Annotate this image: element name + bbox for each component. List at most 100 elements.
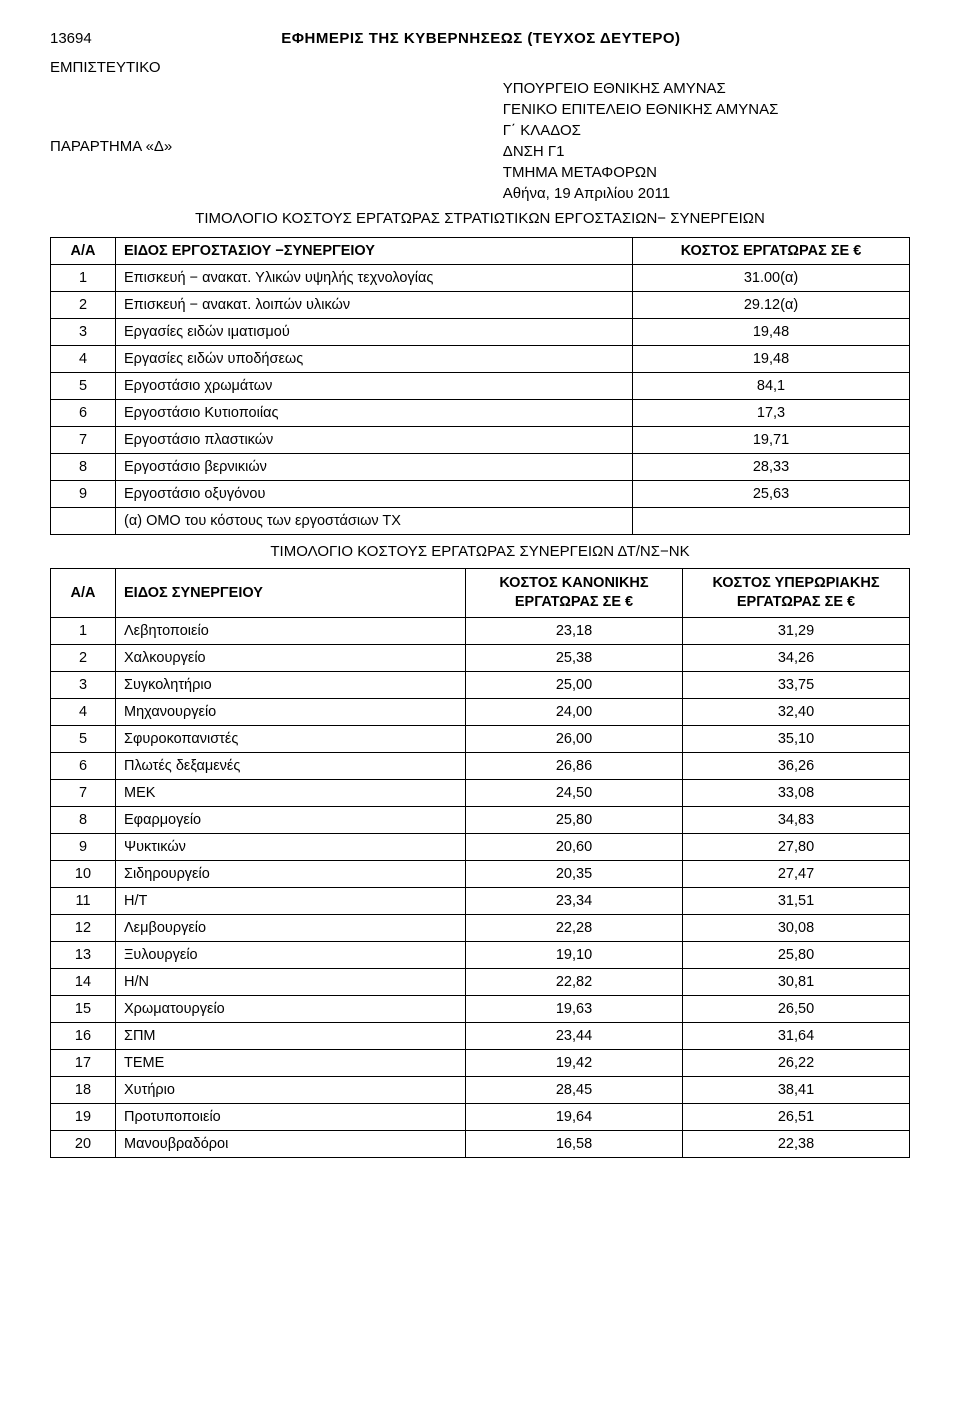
- cell-label: ΣΠΜ: [116, 1022, 466, 1049]
- table-row: 9Εργοστάσιο οξυγόνου25,63: [51, 481, 910, 508]
- table-row: 6Εργοστάσιο Κυτιοποιίας17,3: [51, 400, 910, 427]
- cell-cost-normal: 25,80: [466, 806, 683, 833]
- table-row: 12Λεμβουργείο22,2830,08: [51, 914, 910, 941]
- cell-label: Λεβητοποιείο: [116, 617, 466, 644]
- cell-aa: 6: [51, 752, 116, 779]
- table-row: 3Εργασίες ειδών ιματισμού19,48: [51, 319, 910, 346]
- table-row: 1Λεβητοποιείο23,1831,29: [51, 617, 910, 644]
- cell-cost-overtime: 34,83: [683, 806, 910, 833]
- ministry-line: ΤΜΗΜΑ ΜΕΤΑΦΟΡΩΝ: [503, 162, 910, 183]
- cell-cost-normal: 24,50: [466, 779, 683, 806]
- cell-label: Χυτήριο: [116, 1076, 466, 1103]
- cell-aa: 18: [51, 1076, 116, 1103]
- table2-col-overtime: ΚΟΣΤΟΣ ΥΠΕΡΩΡΙΑΚΗΣ ΕΡΓΑΤΩΡΑΣ ΣΕ €: [683, 569, 910, 618]
- cell-aa-empty: [51, 508, 116, 535]
- table1-col-aa: Α/Α: [51, 238, 116, 265]
- cell-aa: 20: [51, 1130, 116, 1157]
- cell-label: Εργασίες ειδών υποδήσεως: [116, 346, 633, 373]
- ministry-line: ΥΠΟΥΡΓΕΙΟ ΕΘΝΙΚΗΣ ΑΜΥΝΑΣ: [503, 78, 910, 99]
- cell-aa: 2: [51, 292, 116, 319]
- annex-label: ΠΑΡΑΡΤΗΜΑ «Δ»: [50, 138, 463, 155]
- cell-cost-empty: [633, 508, 910, 535]
- page: 13694 ΕΦΗΜΕΡΙΣ ΤΗΣ ΚΥΒΕΡΝΗΣΕΩΣ (ΤΕΥΧΟΣ Δ…: [0, 0, 960, 1411]
- cell-label: Η/Ν: [116, 968, 466, 995]
- ministry-line: ΓΕΝΙΚΟ ΕΠΙΤΕΛΕΙΟ ΕΘΝΙΚΗΣ ΑΜΥΝΑΣ: [503, 99, 910, 120]
- table-row: 14Η/Ν22,8230,81: [51, 968, 910, 995]
- cell-cost: 17,3: [633, 400, 910, 427]
- cell-label: Μηχανουργείο: [116, 698, 466, 725]
- cell-aa: 15: [51, 995, 116, 1022]
- cell-cost-normal: 23,18: [466, 617, 683, 644]
- cell-aa: 10: [51, 860, 116, 887]
- cell-aa: 2: [51, 644, 116, 671]
- cell-cost-normal: 16,58: [466, 1130, 683, 1157]
- table2-title: ΤΙΜΟΛΟΓΙΟ ΚΟΣΤΟΥΣ ΕΡΓΑΤΩΡΑΣ ΣΥΝΕΡΓΕΙΩΝ Δ…: [50, 543, 910, 560]
- cell-aa: 12: [51, 914, 116, 941]
- cell-cost-overtime: 38,41: [683, 1076, 910, 1103]
- table-row: 4Εργασίες ειδών υποδήσεως19,48: [51, 346, 910, 373]
- table-row: 7ΜΕΚ24,5033,08: [51, 779, 910, 806]
- cell-aa: 7: [51, 779, 116, 806]
- cell-aa: 19: [51, 1103, 116, 1130]
- cell-cost-normal: 19,10: [466, 941, 683, 968]
- cell-label: Σιδηρουργείο: [116, 860, 466, 887]
- ministry-date: Αθήνα, 19 Απριλίου 2011: [503, 183, 910, 204]
- cell-cost-overtime: 32,40: [683, 698, 910, 725]
- cell-label: Εργοστάσιο οξυγόνου: [116, 481, 633, 508]
- cell-cost: 28,33: [633, 454, 910, 481]
- cell-cost-overtime: 33,75: [683, 671, 910, 698]
- table-row: 2Χαλκουργείο25,3834,26: [51, 644, 910, 671]
- cell-aa: 1: [51, 265, 116, 292]
- cell-cost-overtime: 36,26: [683, 752, 910, 779]
- table-row: 9Ψυκτικών20,6027,80: [51, 833, 910, 860]
- table-row: 18Χυτήριο28,4538,41: [51, 1076, 910, 1103]
- letterhead-left: ΠΑΡΑΡΤΗΜΑ «Δ»: [50, 78, 463, 204]
- cell-label: Χαλκουργείο: [116, 644, 466, 671]
- cell-aa: 1: [51, 617, 116, 644]
- cell-cost: 25,63: [633, 481, 910, 508]
- table-row: 16ΣΠΜ23,4431,64: [51, 1022, 910, 1049]
- cell-cost-normal: 19,64: [466, 1103, 683, 1130]
- table1-col-kind: ΕΙΔΟΣ ΕΡΓΟΣΤΑΣΙΟΥ −ΣΥΝΕΡΓΕΙΟΥ: [116, 238, 633, 265]
- cell-aa: 3: [51, 319, 116, 346]
- table-row: 17ΤΕΜΕ19,4226,22: [51, 1049, 910, 1076]
- cell-cost-overtime: 25,80: [683, 941, 910, 968]
- cell-cost-normal: 20,35: [466, 860, 683, 887]
- cell-aa: 7: [51, 427, 116, 454]
- cell-label: Εργοστάσιο χρωμάτων: [116, 373, 633, 400]
- cell-cost-normal: 20,60: [466, 833, 683, 860]
- cell-cost-normal: 19,42: [466, 1049, 683, 1076]
- table-row: 8Εργοστάσιο βερνικιών28,33: [51, 454, 910, 481]
- cell-aa: 11: [51, 887, 116, 914]
- cell-cost-normal: 26,00: [466, 725, 683, 752]
- table-row: 10Σιδηρουργείο20,3527,47: [51, 860, 910, 887]
- cell-cost-overtime: 26,50: [683, 995, 910, 1022]
- cell-cost-overtime: 27,80: [683, 833, 910, 860]
- cell-cost-overtime: 31,64: [683, 1022, 910, 1049]
- cell-cost-overtime: 33,08: [683, 779, 910, 806]
- table-row: 13Ξυλουργείο19,1025,80: [51, 941, 910, 968]
- table2-col-over-l2: ΕΡΓΑΤΩΡΑΣ ΣΕ €: [737, 594, 855, 610]
- cell-cost-overtime: 34,26: [683, 644, 910, 671]
- cell-cost-overtime: 22,38: [683, 1130, 910, 1157]
- cell-cost-overtime: 30,81: [683, 968, 910, 995]
- table2-col-normal: ΚΟΣΤΟΣ ΚΑΝΟΝΙΚΗΣ ΕΡΓΑΤΩΡΑΣ ΣΕ €: [466, 569, 683, 618]
- cell-cost-normal: 25,00: [466, 671, 683, 698]
- table-row: 1Επισκευή − ανακατ. Υλικών υψηλής τεχνολ…: [51, 265, 910, 292]
- cell-label: Εργασίες ειδών ιματισμού: [116, 319, 633, 346]
- cell-cost-normal: 19,63: [466, 995, 683, 1022]
- cell-label: Λεμβουργείο: [116, 914, 466, 941]
- cell-footnote: (α) ΟΜΟ του κόστους των εργοστάσιων ΤΧ: [116, 508, 633, 535]
- cell-cost: 84,1: [633, 373, 910, 400]
- cell-cost-normal: 22,82: [466, 968, 683, 995]
- cell-cost-normal: 28,45: [466, 1076, 683, 1103]
- table-row: 6Πλωτές δεξαμενές26,8636,26: [51, 752, 910, 779]
- cell-aa: 4: [51, 698, 116, 725]
- cell-cost-overtime: 35,10: [683, 725, 910, 752]
- ministry-line: Γ΄ ΚΛΑΔΟΣ: [503, 120, 910, 141]
- page-number: 13694: [50, 30, 92, 47]
- table2-header-row: Α/Α ΕΙΔΟΣ ΣΥΝΕΡΓΕΙΟΥ ΚΟΣΤΟΣ ΚΑΝΟΝΙΚΗΣ ΕΡ…: [51, 569, 910, 618]
- cell-cost-normal: 23,44: [466, 1022, 683, 1049]
- table-row: 7Εργοστάσιο πλαστικών19,71: [51, 427, 910, 454]
- letterhead-block: ΠΑΡΑΡΤΗΜΑ «Δ» ΥΠΟΥΡΓΕΙΟ ΕΘΝΙΚΗΣ ΑΜΥΝΑΣ Γ…: [50, 78, 910, 204]
